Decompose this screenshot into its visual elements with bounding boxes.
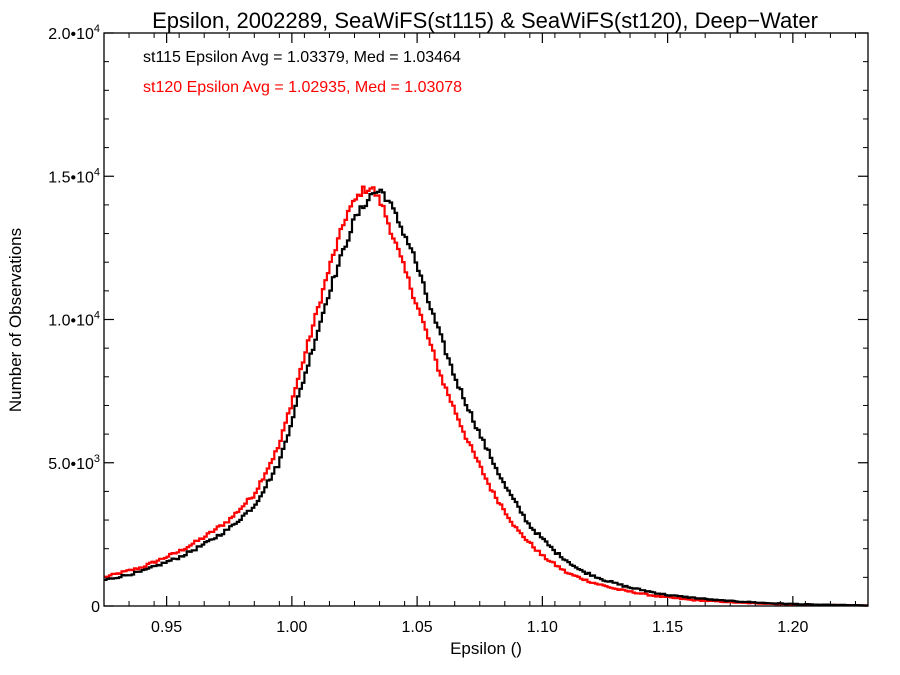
y-tick-exponent: 4 <box>94 166 100 178</box>
x-axis-label: Epsilon () <box>450 639 522 658</box>
y-tick-exponent: 4 <box>94 310 100 322</box>
series-st115-line <box>104 188 868 607</box>
y-tick-base: 5.0•10 <box>48 456 94 473</box>
x-tick-label: 1.15 <box>652 619 683 636</box>
x-tick-label: 0.95 <box>151 619 182 636</box>
y-axis-label: Number of Observations <box>6 228 25 412</box>
plot-frame <box>103 32 869 607</box>
y-tick-base: 2.0•10 <box>48 26 94 43</box>
y-tick-exponent: 3 <box>94 453 100 465</box>
y-tick-label: 2.0•104 <box>48 23 100 43</box>
chart-title: Epsilon, 2002289, SeaWiFS(st115) & SeaWi… <box>152 8 818 33</box>
y-tick-base: 1.5•10 <box>48 169 94 186</box>
x-tick-label: 1.10 <box>527 619 558 636</box>
y-tick-label: 1.5•104 <box>48 166 100 186</box>
x-tick-label: 1.00 <box>276 619 307 636</box>
y-tick-exponent: 4 <box>94 23 100 35</box>
axis-ticks: 0.95 1.00 1.05 1.10 1.15 1.2005.0•1031.0•1041… <box>48 23 868 636</box>
series-layer <box>104 185 868 607</box>
y-tick-label: 5.0•103 <box>48 453 100 473</box>
y-tick-label: 0 <box>91 599 100 616</box>
x-tick-label: 1.05 <box>402 619 433 636</box>
y-tick-label: 1.0•104 <box>48 310 100 330</box>
annotation-st120: st120 Epsilon Avg = 1.02935, Med = 1.030… <box>143 79 462 96</box>
series-st120-line <box>104 185 868 607</box>
y-tick-base: 1.0•10 <box>48 313 94 330</box>
x-tick-label: 1.20 <box>777 619 808 636</box>
annotation-st115: st115 Epsilon Avg = 1.03379, Med = 1.034… <box>143 49 461 66</box>
y-tick-base: 0 <box>91 599 100 616</box>
